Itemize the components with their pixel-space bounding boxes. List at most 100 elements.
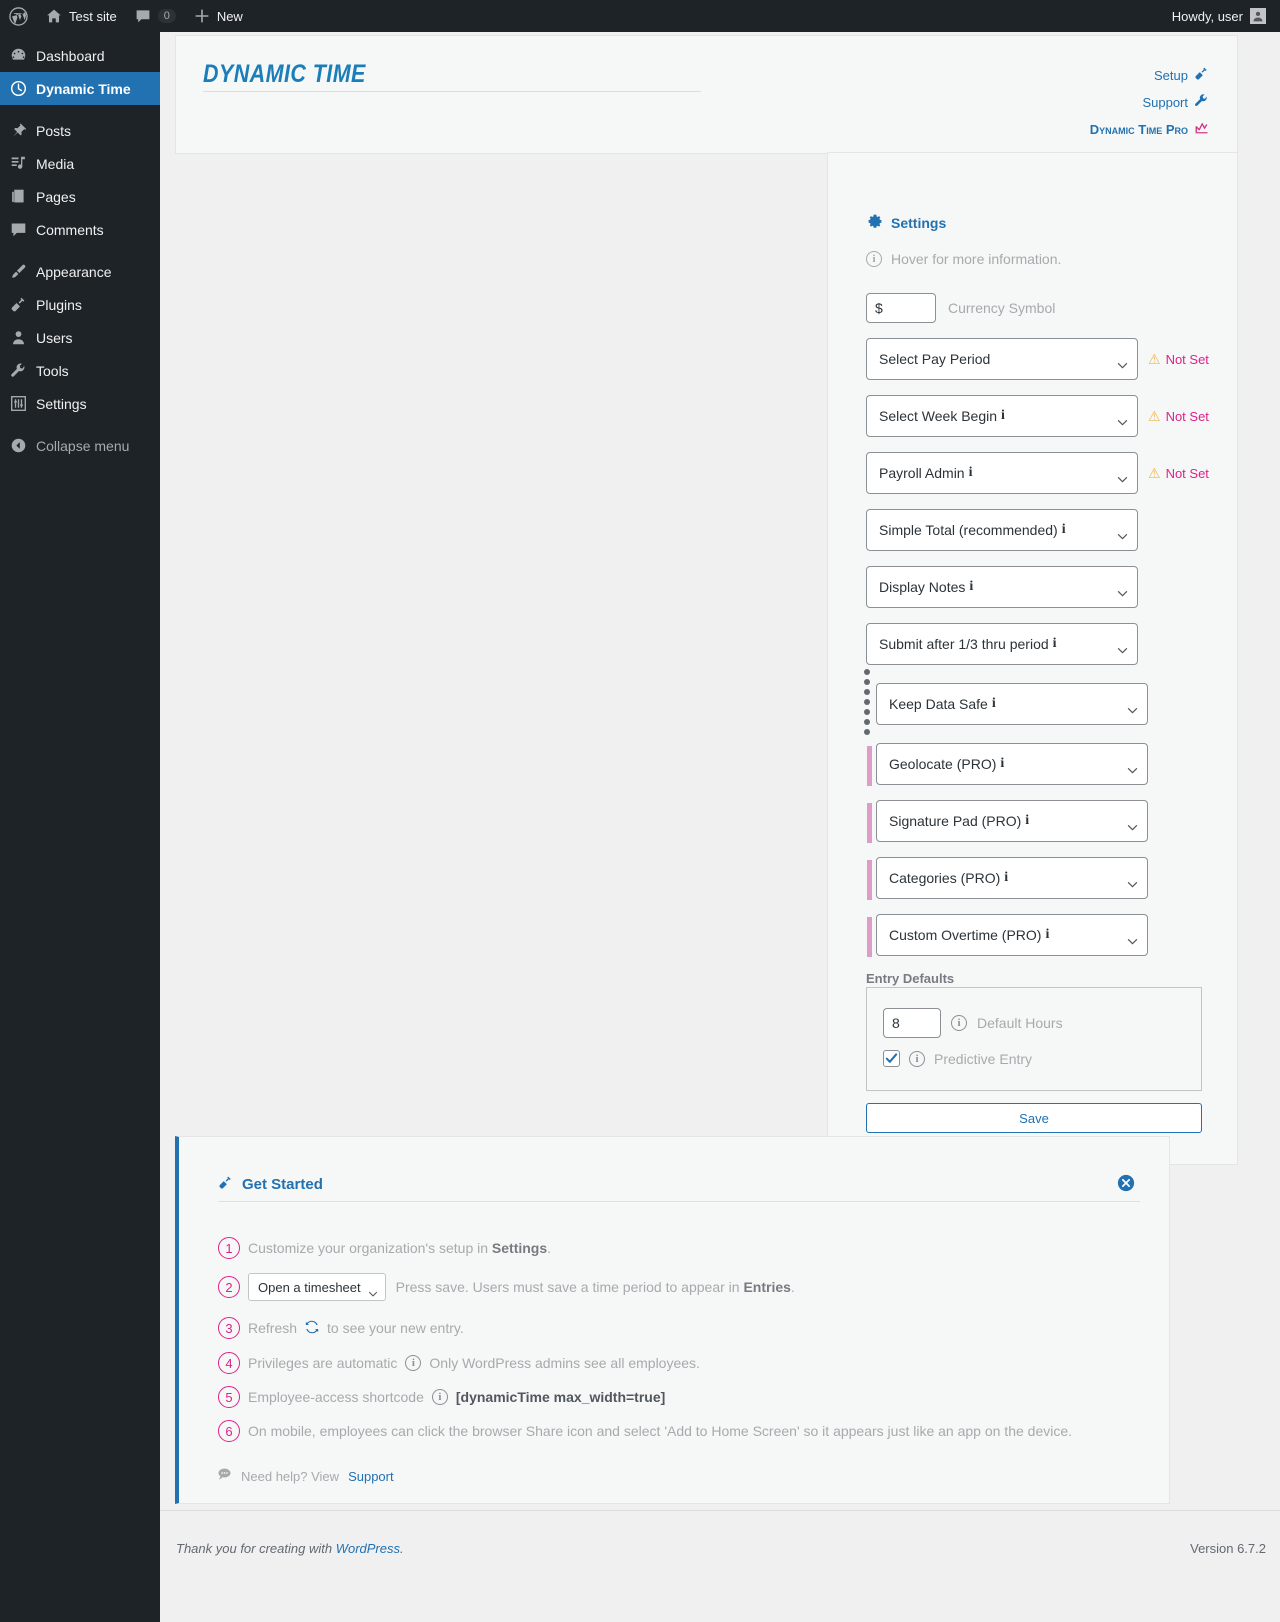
chevron-down-icon — [1127, 932, 1138, 945]
open-timesheet-select[interactable]: Open a timesheet — [248, 1273, 386, 1301]
display-notes-label: Display Notes — [879, 579, 966, 595]
sidebar-item-dynamic-time[interactable]: Dynamic Time — [0, 72, 168, 105]
new-content-menu[interactable]: New — [185, 0, 252, 32]
step-text: Customize your organization's setup in S… — [248, 1240, 551, 1256]
admin-bar: Test site 0 New Howdy, user — [0, 0, 1280, 32]
site-name-menu[interactable]: Test site — [37, 0, 126, 32]
comment-bubble-icon — [217, 1467, 232, 1485]
categories-select[interactable]: Categories (PRO) i — [867, 857, 1148, 900]
get-started-item-6: 6 On mobile, employees can click the bro… — [218, 1420, 1072, 1442]
chevron-left-circle-icon — [0, 437, 36, 454]
sidebar-item-label: Dashboard — [36, 47, 105, 64]
sidebar-item-media[interactable]: Media — [0, 147, 160, 180]
info-i-icon: i — [1045, 927, 1050, 942]
signature-pad-label: Signature Pad (PRO) — [889, 813, 1022, 829]
predictive-entry-checkbox[interactable] — [883, 1050, 900, 1067]
warning-triangle-icon: ⚠ — [1148, 351, 1161, 367]
step-text-before: Press save. Users must save a time perio… — [395, 1279, 744, 1295]
step-text-before: On mobile, employees can click the brows… — [248, 1423, 1073, 1439]
sidebar-item-label: Plugins — [36, 296, 82, 313]
plug-icon — [0, 296, 36, 313]
total-mode-row: Simple Total (recommended) i — [866, 509, 1138, 551]
support-link[interactable]: Support — [1090, 93, 1209, 112]
total-mode-label: Simple Total (recommended) — [879, 522, 1058, 538]
sidebar-item-settings[interactable]: Settings — [0, 387, 160, 420]
chevron-down-icon — [1117, 413, 1128, 426]
step-text-bold: Entries — [743, 1279, 791, 1295]
wordpress-link[interactable]: WordPress — [335, 1541, 400, 1556]
hover-hint: i Hover for more information. — [866, 251, 1061, 267]
wordpress-logo-icon — [9, 6, 28, 26]
signature-pad-select[interactable]: Signature Pad (PRO) i — [867, 800, 1148, 843]
settings-panel: Settings i Hover for more information. C… — [827, 152, 1238, 1165]
help-text: Need help? View — [241, 1468, 340, 1484]
dynamic-time-pro-link[interactable]: Dynamic Time Pro — [1090, 120, 1209, 139]
week-begin-status-badge: ⚠ Not Set — [1148, 409, 1209, 424]
plug-icon — [218, 1175, 233, 1194]
pin-icon — [0, 122, 36, 139]
refresh-icon[interactable] — [305, 1320, 319, 1337]
footer-version: Version 6.7.2 — [1190, 1541, 1266, 1556]
dashboard-icon — [0, 47, 36, 64]
info-i-icon: i — [1061, 522, 1066, 537]
collapse-menu-button[interactable]: Collapse menu — [0, 429, 160, 462]
pay-period-select[interactable]: Select Pay Period — [866, 338, 1138, 380]
plugin-header-links: Setup Support Dynamic Time Pro — [1090, 66, 1209, 147]
chevron-down-icon — [1117, 527, 1128, 540]
sidebar-item-appearance[interactable]: Appearance — [0, 255, 160, 288]
step-number-badge: 2 — [218, 1276, 240, 1298]
currency-symbol-row: Currency Symbol — [866, 293, 1055, 323]
chevron-down-icon — [1117, 470, 1128, 483]
week-begin-select[interactable]: Select Week Begin i — [866, 395, 1138, 437]
pro-accent-bar — [867, 860, 872, 900]
submit-window-select[interactable]: Submit after 1/3 thru period i — [866, 623, 1138, 665]
geolocate-select[interactable]: Geolocate (PRO) i — [867, 743, 1148, 786]
close-circle-icon[interactable] — [1117, 1174, 1135, 1192]
step-text-before: Employee-access shortcode — [248, 1389, 424, 1405]
step-text-after: to see your new entry. — [327, 1320, 464, 1336]
step-text-before: Customize your organization's setup in — [248, 1240, 492, 1256]
info-i-icon: i — [1025, 813, 1030, 828]
get-started-divider — [218, 1201, 1140, 1202]
display-notes-select[interactable]: Display Notes i — [866, 566, 1138, 608]
payroll-admin-select[interactable]: Payroll Admin i — [866, 452, 1138, 494]
support-link[interactable]: Support — [348, 1468, 394, 1484]
step-text-before: Refresh — [248, 1320, 298, 1336]
open-timesheet-value: Open a timesheet — [258, 1279, 361, 1295]
howdy-label: Howdy, user — [1171, 8, 1243, 24]
sidebar-item-label: Posts — [36, 122, 72, 139]
footer-credit: Thank you for creating with WordPress. — [176, 1541, 404, 1556]
plugin-header-card: DYNAMIC TIME Setup Support Dynamic Time … — [175, 35, 1238, 154]
currency-symbol-input[interactable] — [866, 293, 936, 323]
dynamic-time-logo: DYNAMIC TIME — [203, 60, 366, 88]
sidebar-item-plugins[interactable]: Plugins — [0, 288, 160, 321]
pro-accent-bar — [867, 917, 872, 957]
info-i-icon: i — [1001, 408, 1005, 423]
comments-menu[interactable]: 0 — [126, 0, 185, 32]
sidebar-item-users[interactable]: Users — [0, 321, 160, 354]
sidebar-item-dashboard[interactable]: Dashboard — [0, 39, 160, 72]
wp-logo-menu[interactable] — [0, 0, 37, 32]
pay-period-row: Select Pay Period ⚠ Not Set — [866, 338, 1209, 380]
week-begin-row: Select Week Begin i ⚠ Not Set — [866, 395, 1209, 437]
default-hours-input[interactable] — [883, 1008, 941, 1038]
footer-credit-before: Thank you for creating with — [176, 1541, 336, 1556]
sidebar-item-posts[interactable]: Posts — [0, 114, 160, 147]
save-button[interactable]: Save — [866, 1103, 1202, 1133]
info-circle-icon: i — [405, 1355, 422, 1371]
sidebar-item-comments[interactable]: Comments — [0, 213, 160, 246]
chevron-down-icon — [1117, 584, 1128, 597]
custom-overtime-select[interactable]: Custom Overtime (PRO) i — [867, 914, 1148, 957]
collapse-menu-label: Collapse menu — [36, 437, 130, 454]
setup-link[interactable]: Setup — [1090, 66, 1209, 85]
total-mode-select[interactable]: Simple Total (recommended) i — [866, 509, 1138, 551]
sidebar-item-tools[interactable]: Tools — [0, 354, 160, 387]
keep-data-safe-select[interactable]: Keep Data Safe i — [876, 683, 1148, 725]
sidebar-item-pages[interactable]: Pages — [0, 180, 160, 213]
custom-overtime-row: Custom Overtime (PRO) i — [867, 914, 1148, 957]
my-account-menu[interactable]: Howdy, user — [1163, 0, 1280, 32]
hover-hint-label: Hover for more information. — [891, 251, 1062, 267]
paintbrush-icon — [0, 263, 36, 280]
sidebar-item-label: Pages — [36, 188, 76, 205]
chevron-down-icon — [1127, 761, 1138, 774]
